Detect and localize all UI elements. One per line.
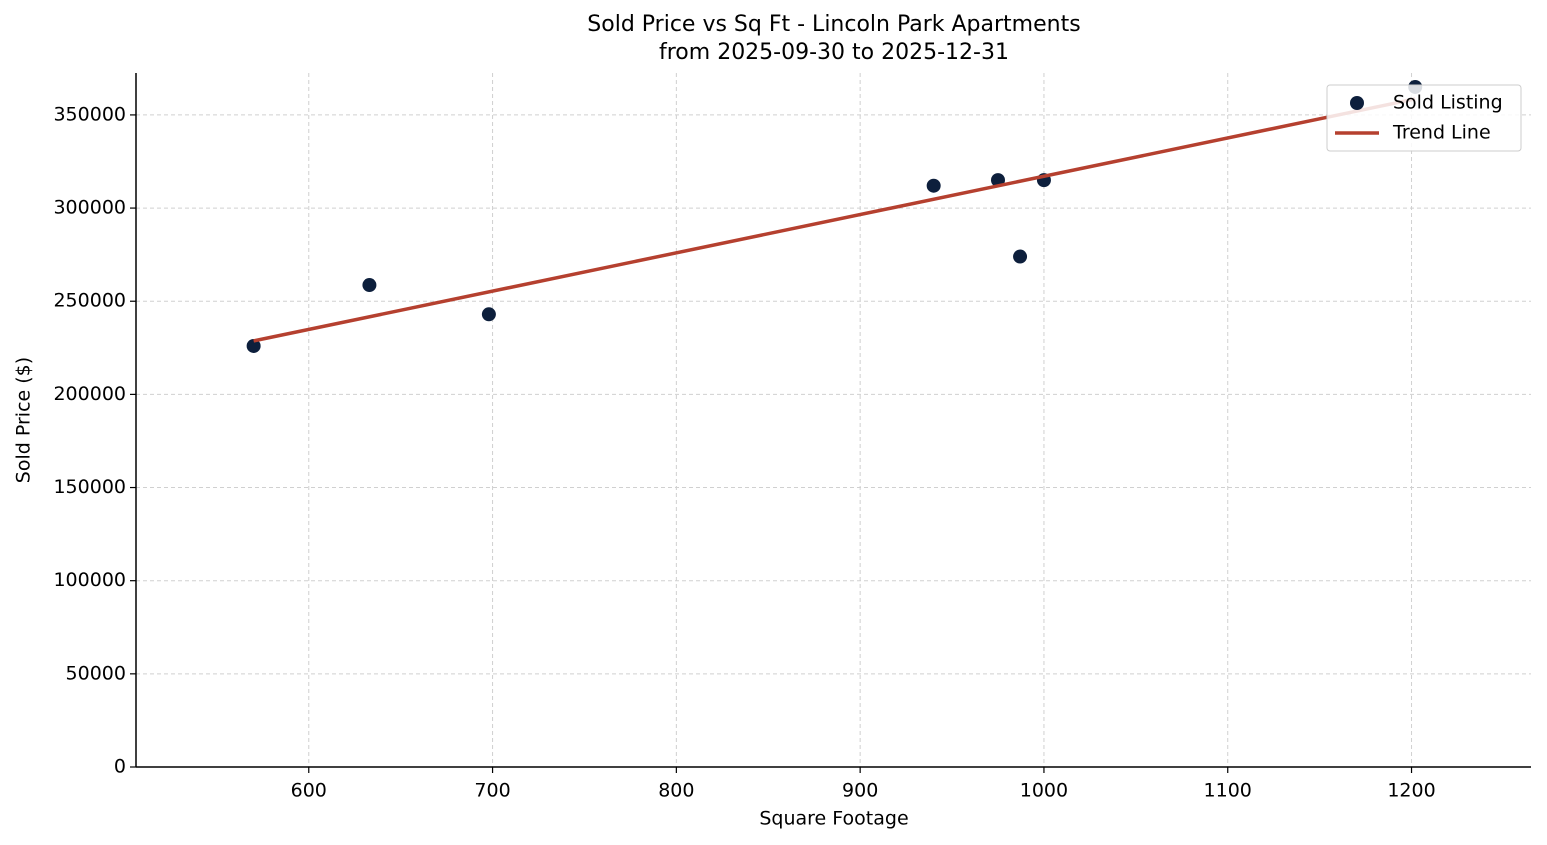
data-point (1013, 249, 1028, 264)
data-point (926, 178, 941, 193)
x-tick-label: 1200 (1387, 780, 1435, 802)
x-tick-label: 800 (658, 780, 694, 802)
chart-subtitle: from 2025-09-30 to 2025-12-31 (659, 40, 1009, 65)
trend-line (253, 97, 1416, 343)
y-tick-label: 200000 (53, 383, 126, 405)
x-tick-label: 900 (842, 780, 878, 802)
y-tick-label: 100000 (53, 569, 126, 591)
y-tick-label: 0 (114, 756, 126, 778)
y-tick-label: 50000 (66, 662, 126, 684)
y-axis-label: Sold Price ($) (13, 357, 35, 483)
x-axis-label: Square Footage (759, 808, 908, 830)
legend-swatch (1350, 96, 1364, 110)
y-tick-label: 150000 (53, 476, 126, 498)
legend-label: Trend Line (1392, 122, 1491, 144)
x-tick-label: 1100 (1204, 780, 1252, 802)
chart-title: Sold Price vs Sq Ft - Lincoln Park Apart… (587, 12, 1080, 37)
x-tick-label: 600 (291, 780, 327, 802)
y-tick-label: 350000 (53, 103, 126, 125)
y-tick-label: 250000 (53, 290, 126, 312)
data-point (481, 307, 496, 322)
legend-label: Sold Listing (1393, 92, 1503, 114)
data-point (246, 338, 261, 353)
legend: Sold Listing Trend Line (1326, 84, 1522, 152)
x-tick-label: 700 (474, 780, 510, 802)
x-tick-label: 1000 (1020, 780, 1068, 802)
data-point (362, 278, 377, 293)
y-tick-label: 300000 (53, 197, 126, 219)
